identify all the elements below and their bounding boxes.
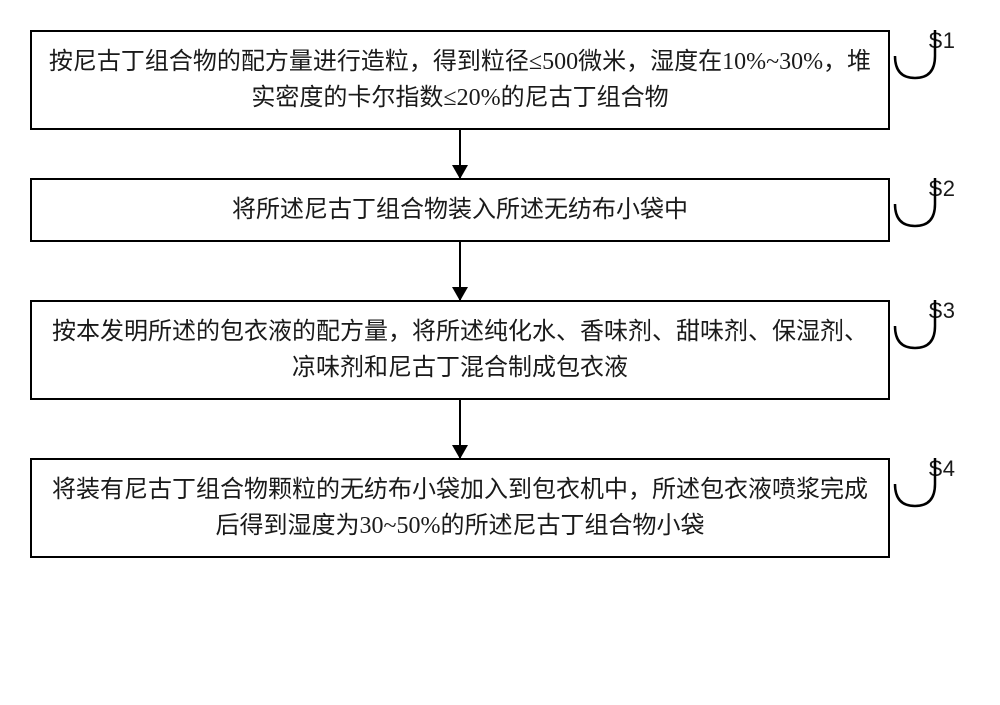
step-text-4: 将装有尼古丁组合物颗粒的无纺布小袋加入到包衣机中，所述包衣液喷浆完成后得到湿度为… [52,477,868,539]
hook-icon [893,174,943,229]
arrow-3 [30,400,890,458]
step-text-3: 按本发明所述的包衣液的配方量，将所述纯化水、香味剂、甜味剂、保湿剂、凉味剂和尼古… [52,319,868,381]
step-row-3: 按本发明所述的包衣液的配方量，将所述纯化水、香味剂、甜味剂、保湿剂、凉味剂和尼古… [30,300,970,400]
hook-icon [893,26,943,81]
step-box-2: 将所述尼古丁组合物装入所述无纺布小袋中 S2 [30,178,890,242]
arrow-1 [30,130,890,178]
hook-icon [893,296,943,351]
step-label-wrap-4: S4 [893,454,963,504]
step-label-wrap-2: S2 [893,174,963,224]
step-row-1: 按尼古丁组合物的配方量进行造粒，得到粒径≤500微米，湿度在10%~30%，堆实… [30,30,970,130]
arrow-line [459,130,461,178]
flowchart-container: 按尼古丁组合物的配方量进行造粒，得到粒径≤500微米，湿度在10%~30%，堆实… [30,30,970,558]
step-label-wrap-1: S1 [893,26,963,76]
step-text-2: 将所述尼古丁组合物装入所述无纺布小袋中 [232,197,688,223]
hook-icon [893,454,943,509]
step-text-1: 按尼古丁组合物的配方量进行造粒，得到粒径≤500微米，湿度在10%~30%，堆实… [49,49,871,111]
arrow-line [459,242,461,300]
step-label-wrap-3: S3 [893,296,963,346]
step-row-2: 将所述尼古丁组合物装入所述无纺布小袋中 S2 [30,178,970,242]
arrow-2 [30,242,890,300]
arrow-line [459,400,461,458]
step-box-1: 按尼古丁组合物的配方量进行造粒，得到粒径≤500微米，湿度在10%~30%，堆实… [30,30,890,130]
step-row-4: 将装有尼古丁组合物颗粒的无纺布小袋加入到包衣机中，所述包衣液喷浆完成后得到湿度为… [30,458,970,558]
step-box-3: 按本发明所述的包衣液的配方量，将所述纯化水、香味剂、甜味剂、保湿剂、凉味剂和尼古… [30,300,890,400]
step-box-4: 将装有尼古丁组合物颗粒的无纺布小袋加入到包衣机中，所述包衣液喷浆完成后得到湿度为… [30,458,890,558]
